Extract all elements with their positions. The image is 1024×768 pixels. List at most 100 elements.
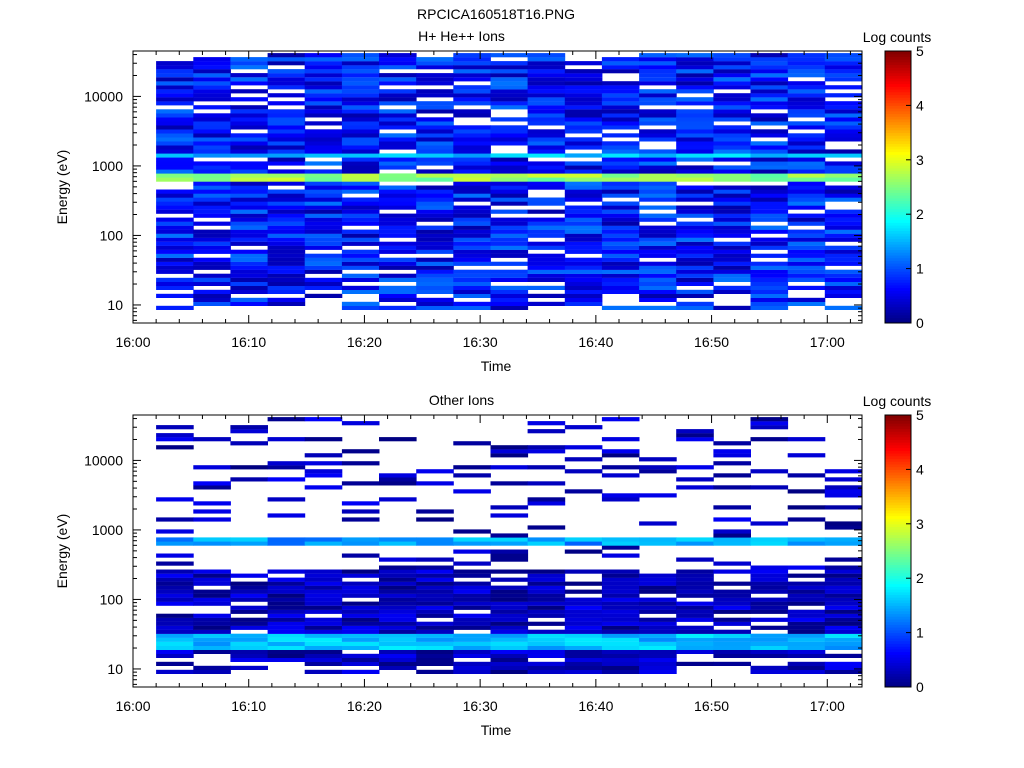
heatmap-cell [267,181,306,186]
heatmap-cell [639,457,677,462]
heatmap-cell [304,53,343,58]
heatmap-cell [453,197,491,202]
heatmap-cell [453,85,491,90]
heatmap-cell [490,137,529,142]
heatmap-cell [824,273,863,278]
colorbar-segment [885,480,911,484]
heatmap-cell [304,69,343,74]
heatmap-cell [527,121,566,126]
heatmap-cell [787,573,826,578]
heatmap-cell [527,137,566,142]
heatmap-cell [379,261,417,266]
heatmap-cell [379,101,417,106]
heatmap-cell [416,509,454,514]
heatmap-cell [787,617,826,622]
heatmap-cell [193,593,231,598]
colorbar-segment [885,627,911,631]
colorbar-segment [885,434,911,438]
heatmap-cell [676,149,714,154]
heatmap-cell [676,609,714,614]
heatmap-cell [379,637,417,642]
heatmap-cell [416,261,454,266]
heatmap-cell [527,601,566,606]
heatmap-cell [527,593,566,598]
heatmap-cell [416,153,454,158]
heatmap-cell [453,221,491,226]
heatmap-cell [341,217,380,222]
heatmap-cell [453,233,491,238]
heatmap-cell [193,517,231,522]
heatmap-cell [750,417,789,422]
heatmap-cell [676,57,714,62]
heatmap-cell [379,153,417,158]
heatmap-cell [379,585,417,590]
heatmap-cell [453,633,491,638]
heatmap-cell [193,229,231,234]
colorbar-segment [885,246,911,251]
heatmap-cell [267,53,306,58]
colorbar-segment [885,167,911,172]
heatmap-cell [676,629,714,634]
heatmap-cell [304,461,343,466]
heatmap-cell [601,233,640,238]
colorbar-segment [885,551,911,555]
heatmap-cell [564,265,603,270]
heatmap-cell [156,625,194,630]
heatmap-cell [824,193,863,198]
heatmap-cell [341,85,380,90]
heatmap-cell [416,117,454,122]
heatmap-cell [639,101,677,106]
heatmap-cell [601,453,640,458]
colorbar-segment [885,564,911,568]
heatmap-cell [230,609,268,614]
heatmap-cell [639,69,677,74]
colorbar-segment [885,91,911,96]
heatmap-cell [824,185,863,190]
heatmap-cell [713,653,751,658]
heatmap-cell [304,237,343,242]
heatmap-cell [453,53,491,58]
colorbar-segment [885,59,911,63]
heatmap-cell [676,209,714,214]
colorbar-segment [885,431,911,435]
colorbar-segment [885,252,911,256]
heatmap-cell [564,277,603,282]
heatmap-cell [713,505,751,510]
heatmap-cell [787,113,826,118]
heatmap-cell [787,65,826,70]
heatmap-cell [564,189,603,194]
heatmap-cell [490,553,529,558]
heatmap-cell [601,285,640,290]
heatmap-cell [341,669,380,674]
heatmap-cell [750,305,789,310]
heatmap-cell [639,185,677,190]
heatmap-cell [490,605,529,610]
heatmap-cell [490,193,529,198]
heatmap-cell [453,597,491,602]
heatmap-cell [824,669,863,674]
heatmap-cell [379,613,417,618]
heatmap-cell [193,197,231,202]
colorbar-segment [885,219,911,223]
colorbar-tick-label: 4 [916,461,924,477]
heatmap-cell [230,581,268,586]
heatmap-cell [750,565,789,570]
heatmap-cell [379,621,417,626]
heatmap-cell [193,293,231,298]
heatmap-cell [230,597,268,602]
heatmap-cell [639,89,677,94]
heatmap-cell [639,93,677,98]
heatmap-cell [564,273,603,278]
heatmap-cell [341,205,380,210]
heatmap-cell [267,153,306,158]
heatmap-cell [453,281,491,286]
heatmap-cell [750,573,789,578]
heatmap-cell [527,109,566,114]
heatmap-cell [750,281,789,286]
heatmap-cell [379,257,417,262]
heatmap-cell [267,197,306,202]
colorbar-segment [885,75,911,79]
heatmap-cell [713,221,751,226]
heatmap-cell [416,629,454,634]
heatmap-cell [490,65,529,70]
